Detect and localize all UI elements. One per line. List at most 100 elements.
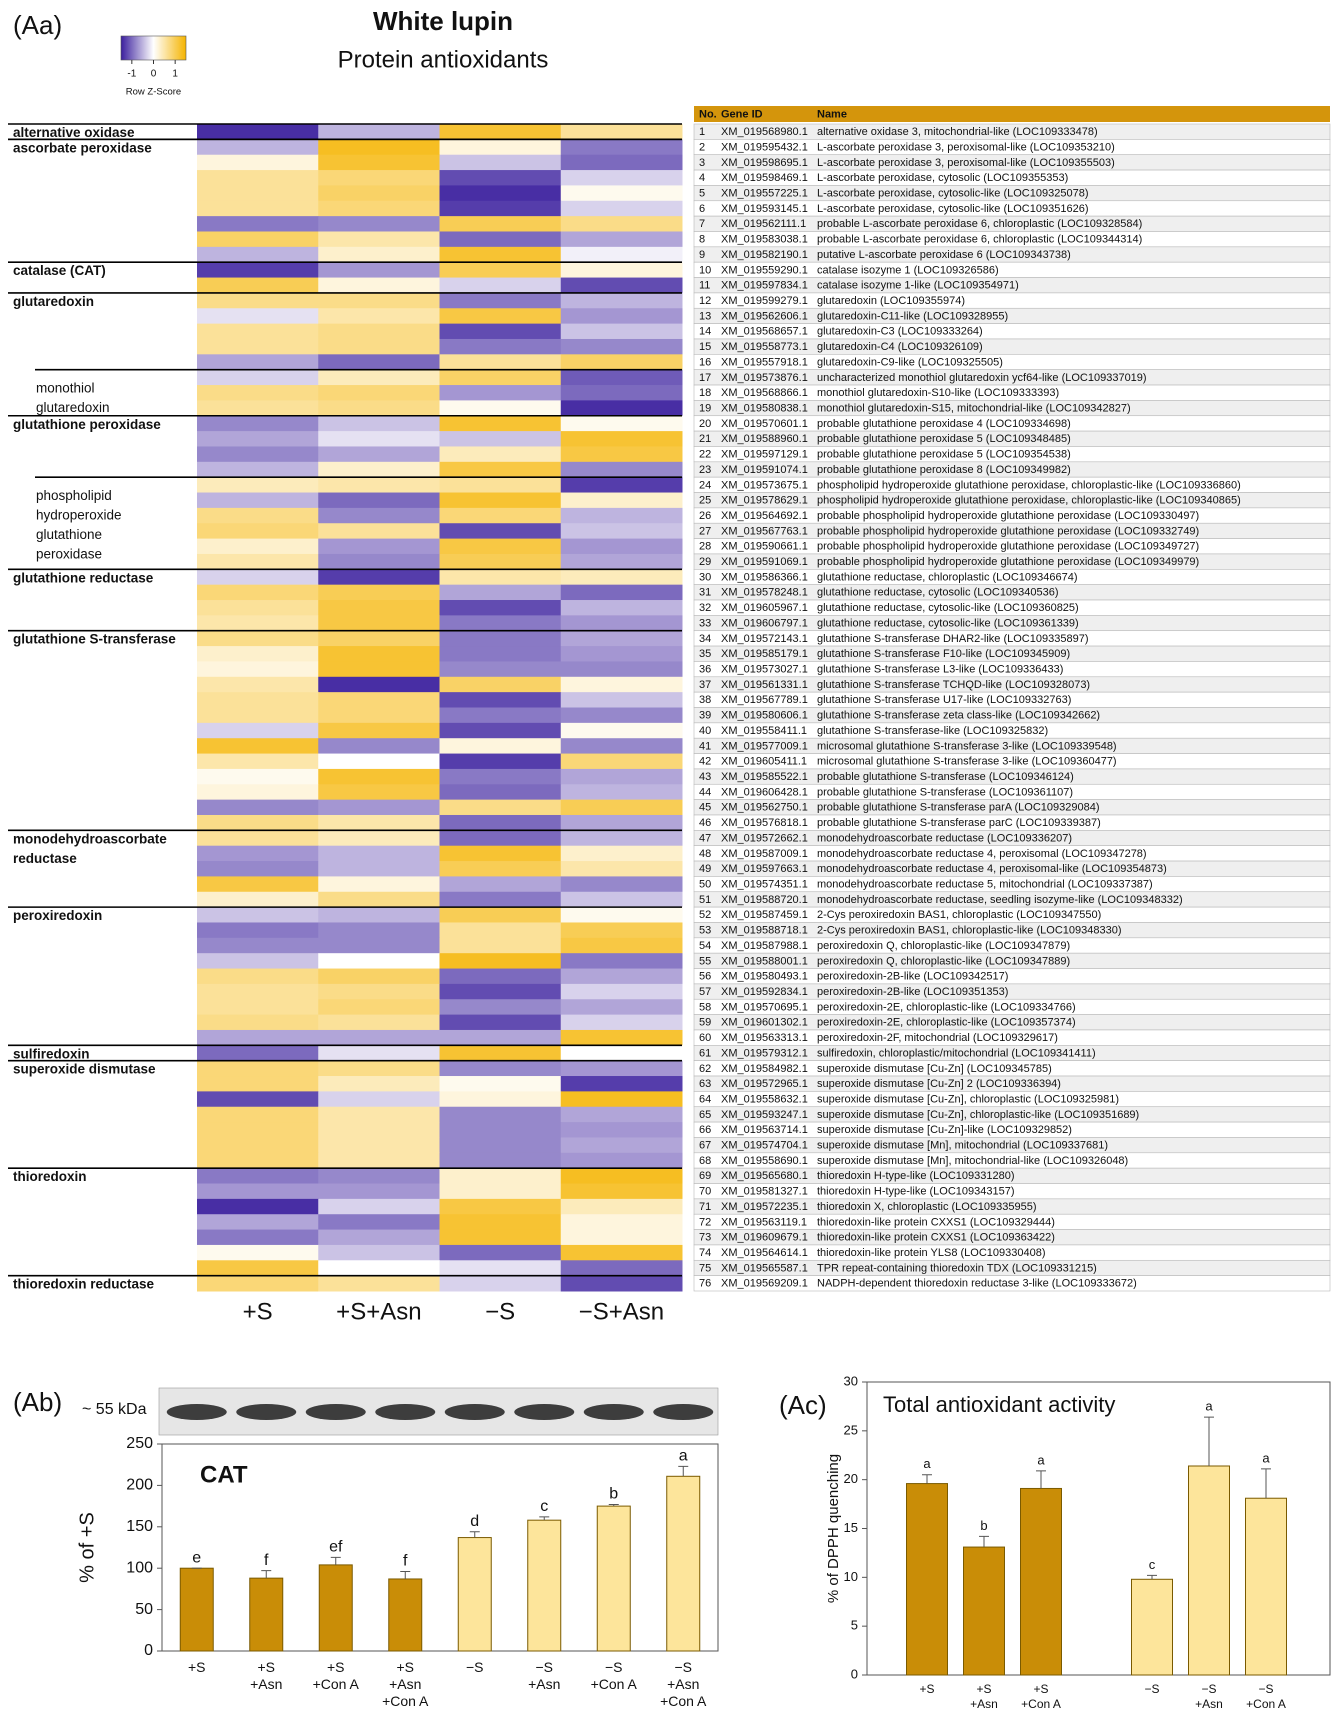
table-cell: XM_019597129.1 <box>721 449 808 461</box>
table-cell: XM_019593247.1 <box>721 1109 808 1121</box>
heat-cell <box>560 661 683 678</box>
heat-cell <box>318 1229 440 1246</box>
x-tick-label-line: +S <box>396 1659 414 1675</box>
heat-cell <box>318 584 440 601</box>
heat-cell <box>197 907 319 923</box>
x-tick-label-line: +Asn <box>1195 1697 1223 1711</box>
heat-cell <box>439 507 562 524</box>
table-cell: XM_019563313.1 <box>721 1032 808 1044</box>
heat-cell <box>197 738 319 755</box>
heat-cell <box>318 922 440 939</box>
heat-cell <box>439 1260 562 1277</box>
group-label-line: catalase (CAT) <box>13 263 106 278</box>
table-cell: XM_019572235.1 <box>721 1201 808 1213</box>
table-cell: probable glutathione S-transferase (LOC1… <box>817 786 1073 798</box>
y-tick-label: 5 <box>851 1618 858 1633</box>
table-cell: XM_019597834.1 <box>721 280 808 292</box>
heat-cell <box>439 216 562 232</box>
heat-cell <box>439 139 562 156</box>
group-label-line: thioredoxin reductase <box>13 1276 155 1291</box>
error-bar <box>922 1474 932 1484</box>
table-cell: XM_019564614.1 <box>721 1247 808 1259</box>
heat-cell <box>318 1014 440 1031</box>
heat-cell <box>318 753 440 770</box>
error-bar <box>1147 1574 1157 1580</box>
heat-cell <box>439 600 562 616</box>
table-cell: uncharacterized monothiol glutaredoxin y… <box>817 372 1147 384</box>
group-label-line: sulfiredoxin <box>13 1046 90 1061</box>
table-cell: XM_019564692.1 <box>721 510 808 522</box>
x-tick-label-line: +Con A <box>1246 1697 1286 1711</box>
table-cell: 26 <box>699 510 711 522</box>
heat-cell <box>560 231 683 248</box>
heat-cell <box>439 630 562 647</box>
table-cell: peroxiredoxin-2E, chloroplastic-like (LO… <box>817 1017 1076 1029</box>
table-cell: XM_019588718.1 <box>721 925 808 937</box>
heat-cell <box>197 400 319 417</box>
group-label-line: superoxide dismutase <box>13 1061 156 1076</box>
x-tick-label-line: +Con A <box>1021 1697 1061 1711</box>
heat-cell <box>560 553 683 570</box>
heat-cell <box>439 553 562 570</box>
heat-cell <box>318 1029 440 1046</box>
heat-cell <box>560 1045 683 1062</box>
y-tick-label: 20 <box>844 1471 858 1486</box>
heat-cell <box>197 1198 319 1215</box>
heat-cell <box>560 200 683 217</box>
table-cell: XM_019595432.1 <box>721 141 808 153</box>
error-bar <box>979 1535 989 1548</box>
heat-cell <box>318 277 440 294</box>
group-label-line: glutaredoxin <box>36 400 110 415</box>
y-tick-label: 10 <box>844 1569 858 1584</box>
table-cell: phospholipid hydroperoxide glutathione p… <box>817 495 1241 507</box>
table-cell: thioredoxin-like protein CXXS1 (LOC10936… <box>817 1232 1055 1244</box>
table-cell: XM_019563119.1 <box>721 1216 807 1228</box>
table-cell: peroxiredoxin-2F, mitochondrial (LOC1093… <box>817 1032 1058 1044</box>
heat-cell <box>439 369 562 386</box>
x-tick-label-line: +S <box>257 1659 275 1675</box>
table-cell: 66 <box>699 1124 711 1136</box>
table-cell: peroxiredoxin Q, chloroplastic-like (LOC… <box>817 940 1070 952</box>
table-cell: XM_019588720.1 <box>721 894 808 906</box>
table-cell: XM_019578248.1 <box>721 587 808 599</box>
group-label-line: monodehydroascorbate <box>13 831 167 846</box>
heat-cell <box>560 507 683 524</box>
heat-cell <box>197 983 319 1000</box>
table-cell: XM_019585179.1 <box>721 648 808 660</box>
table-cell: 71 <box>699 1201 711 1213</box>
table-cell: 76 <box>699 1278 711 1290</box>
table-cell: L-ascorbate peroxidase, cytosolic-like (… <box>817 203 1088 215</box>
heat-cell <box>197 139 319 156</box>
heat-cell <box>560 1106 683 1123</box>
heat-cell <box>318 323 440 340</box>
table-cell: XM_019572143.1 <box>721 633 808 645</box>
group-label-line: glutaredoxin <box>13 293 94 308</box>
table-cell: 17 <box>699 372 711 384</box>
heat-cell <box>318 692 440 708</box>
heat-cell <box>439 569 562 586</box>
x-tick-label: +S <box>188 1659 206 1675</box>
heat-cell <box>197 584 319 601</box>
colorbar-tick-label: -1 <box>127 69 136 80</box>
heat-cell <box>560 1060 683 1077</box>
heat-cell <box>197 1122 319 1138</box>
heat-cell <box>439 308 562 325</box>
heat-cell <box>197 861 319 877</box>
significance-letter: b <box>609 1486 618 1503</box>
heat-cell <box>318 814 440 831</box>
error-bar <box>678 1465 689 1477</box>
table-cell: 69 <box>699 1170 711 1182</box>
significance-letter: d <box>470 1513 479 1530</box>
x-tick-label: +S +Asn <box>970 1682 998 1711</box>
heat-cell <box>318 1244 440 1261</box>
table-cell: monodehydroascorbate reductase 4, peroxi… <box>817 863 1167 875</box>
heat-cell <box>197 968 319 985</box>
heat-cell <box>197 507 319 524</box>
significance-letter: ef <box>329 1539 343 1556</box>
heat-cell <box>197 1137 319 1154</box>
heat-cell <box>560 415 683 432</box>
group-label-line: glutathione <box>36 527 102 542</box>
table-cell: 9 <box>699 249 705 261</box>
heat-cell <box>560 400 683 417</box>
blot-band <box>653 1404 714 1420</box>
